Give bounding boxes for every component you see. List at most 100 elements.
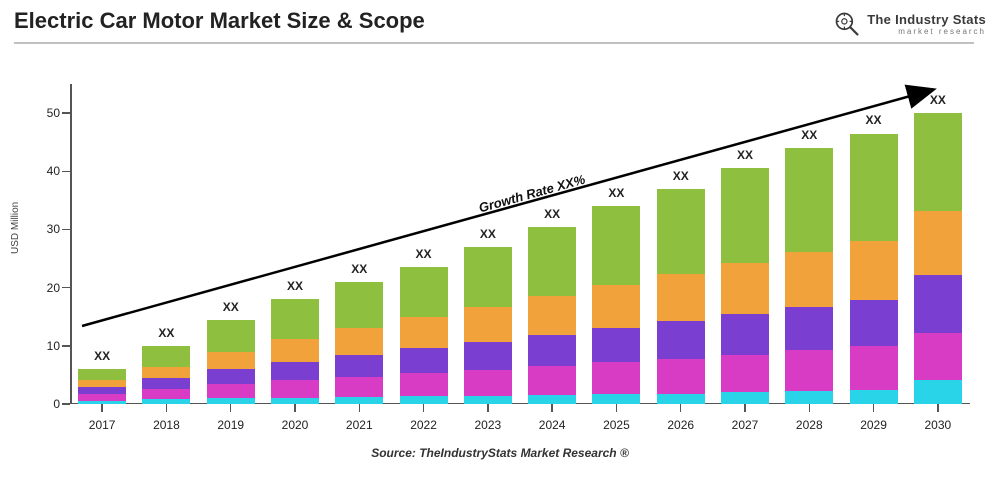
ytick xyxy=(62,112,70,114)
xtick-label: 2029 xyxy=(860,418,887,432)
bar-segment xyxy=(335,328,383,355)
xtick xyxy=(744,404,746,412)
bar-segment xyxy=(850,346,898,390)
xtick xyxy=(809,404,811,412)
xtick xyxy=(551,404,553,412)
bar-segment xyxy=(335,377,383,397)
bar-segment xyxy=(657,274,705,321)
bar-segment xyxy=(850,390,898,404)
bar: XX xyxy=(142,346,190,404)
ytick xyxy=(62,403,70,405)
bar-value-label: XX xyxy=(287,279,303,293)
xtick-label: 2020 xyxy=(282,418,309,432)
bar-segment xyxy=(207,384,255,398)
bar-segment xyxy=(914,211,962,275)
ytick-label: 10 xyxy=(34,339,60,353)
bar-value-label: XX xyxy=(223,300,239,314)
bar-value-label: XX xyxy=(94,349,110,363)
bar-segment xyxy=(464,342,512,370)
bar-value-label: XX xyxy=(801,128,817,142)
bar-value-label: XX xyxy=(158,326,174,340)
bar-segment xyxy=(142,389,190,399)
logo: The Industry Stats market research xyxy=(833,8,986,38)
growth-arrow xyxy=(70,84,970,404)
xtick xyxy=(680,404,682,412)
bar-segment xyxy=(850,300,898,347)
bar-value-label: XX xyxy=(673,169,689,183)
bar-segment xyxy=(657,394,705,404)
ytick xyxy=(62,287,70,289)
bar-segment xyxy=(78,401,126,404)
xtick xyxy=(359,404,361,412)
xtick xyxy=(487,404,489,412)
chart-area: USD Million Growth Rate XX% 010203040502… xyxy=(0,44,1000,464)
bar-segment xyxy=(721,314,769,355)
x-axis xyxy=(70,403,970,405)
xtick-label: 2022 xyxy=(410,418,437,432)
bar-segment xyxy=(271,362,319,381)
bar-segment xyxy=(721,168,769,262)
bar-segment xyxy=(78,394,126,401)
bar: XX xyxy=(78,369,126,404)
ytick-label: 50 xyxy=(34,106,60,120)
bar-segment xyxy=(207,398,255,404)
bar-segment xyxy=(657,359,705,394)
xtick-label: 2024 xyxy=(539,418,566,432)
xtick-label: 2021 xyxy=(346,418,373,432)
bar: XX xyxy=(914,113,962,404)
bar-segment xyxy=(721,355,769,393)
bar-segment xyxy=(142,399,190,404)
bar-segment xyxy=(78,380,126,387)
ytick xyxy=(62,171,70,173)
bar-segment xyxy=(592,328,640,362)
bar-segment xyxy=(528,366,576,395)
xtick-label: 2017 xyxy=(89,418,116,432)
bar: XX xyxy=(400,267,448,404)
bar: XX xyxy=(721,168,769,404)
bar-segment xyxy=(335,282,383,328)
xtick-label: 2027 xyxy=(732,418,759,432)
bar-segment xyxy=(721,263,769,314)
ytick-label: 20 xyxy=(34,281,60,295)
bar: XX xyxy=(464,247,512,404)
bar-segment xyxy=(785,307,833,351)
bar-segment xyxy=(528,335,576,366)
bar: XX xyxy=(785,148,833,404)
bar-value-label: XX xyxy=(544,207,560,221)
ytick-label: 0 xyxy=(34,397,60,411)
xtick-label: 2028 xyxy=(796,418,823,432)
bar-segment xyxy=(592,206,640,285)
ytick xyxy=(62,345,70,347)
xtick-label: 2030 xyxy=(924,418,951,432)
xtick-label: 2019 xyxy=(217,418,244,432)
bar-segment xyxy=(400,317,448,348)
bar-segment xyxy=(785,148,833,252)
bar-segment xyxy=(464,307,512,342)
logo-title: The Industry Stats xyxy=(867,12,986,27)
bar-segment xyxy=(207,320,255,352)
bar-segment xyxy=(271,398,319,404)
bar-segment xyxy=(207,352,255,369)
xtick-label: 2025 xyxy=(603,418,630,432)
bar: XX xyxy=(528,227,576,404)
bar: XX xyxy=(271,299,319,404)
y-axis xyxy=(70,84,72,404)
bar-segment xyxy=(335,355,383,377)
bar-segment xyxy=(592,394,640,404)
bar-segment xyxy=(785,391,833,404)
bar-segment xyxy=(400,373,448,396)
xtick xyxy=(101,404,103,412)
bar-segment xyxy=(335,397,383,404)
bar-segment xyxy=(914,333,962,380)
bar-segment xyxy=(400,267,448,317)
bar-segment xyxy=(142,367,190,379)
bar-value-label: XX xyxy=(608,186,624,200)
bar-segment xyxy=(142,378,190,388)
bar-value-label: XX xyxy=(480,227,496,241)
page-title: Electric Car Motor Market Size & Scope xyxy=(14,8,425,34)
bar-value-label: XX xyxy=(737,148,753,162)
bar: XX xyxy=(592,206,640,404)
bar-value-label: XX xyxy=(930,93,946,107)
bar-segment xyxy=(657,321,705,359)
bar-segment xyxy=(207,369,255,384)
